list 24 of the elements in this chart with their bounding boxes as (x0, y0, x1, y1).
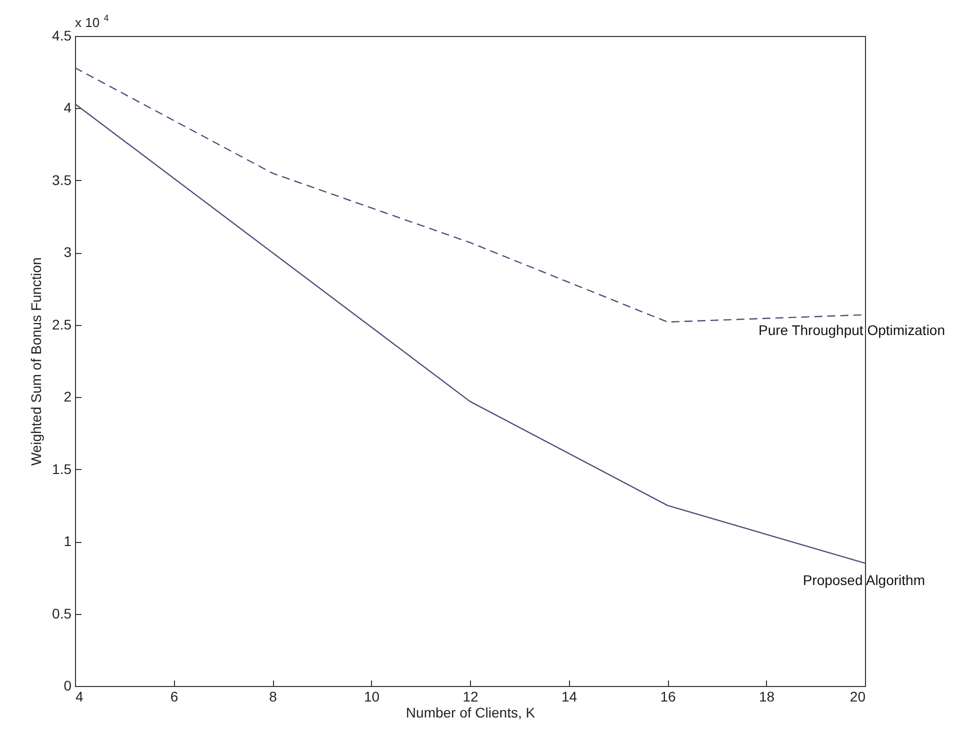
x-tick-label: 6 (170, 688, 178, 704)
y-tick-label: 1 (64, 533, 72, 550)
y-tick-label: 3 (64, 244, 72, 260)
y-tick-label: 3.5 (52, 172, 72, 188)
x-tick-label: 4 (76, 688, 84, 704)
x-tick-label: 18 (758, 688, 775, 704)
series-label: Pure Throughput Optimization (758, 322, 945, 338)
line-series (74, 103, 866, 564)
y-tick-label: 0.5 (52, 605, 72, 622)
x-tick-label: 12 (462, 688, 478, 704)
y-tick-label: 2 (64, 388, 72, 405)
x-tick-label: 14 (561, 688, 578, 704)
y-tick-label: 4 (64, 100, 72, 116)
y-axis-title: Weighted Sum of Bonus Function (28, 257, 44, 466)
y-tick-label: 1.5 (52, 460, 72, 477)
y-tick-label: 4.5 (52, 28, 72, 44)
x-axis-title: Number of Clients, K (406, 704, 536, 720)
x-tick-label: 8 (269, 688, 278, 704)
x-tick-label: 20 (850, 688, 866, 704)
x-tick-label: 10 (364, 688, 380, 704)
x-tick-label: 16 (660, 688, 676, 704)
y-tick-label: 2.5 (52, 316, 72, 332)
series-label: Proposed Algorithm (802, 572, 925, 588)
y-tick-label: 0 (64, 678, 72, 694)
